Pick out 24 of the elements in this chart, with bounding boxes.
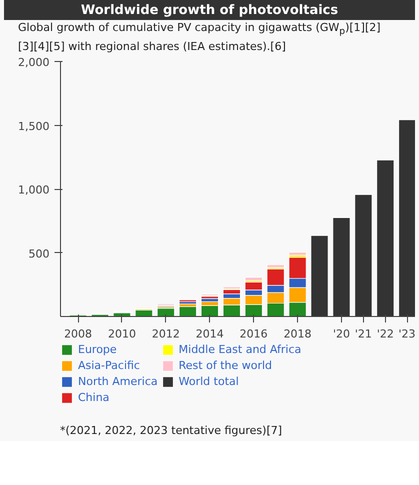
x-tick-label: 2016: [240, 328, 268, 340]
legend-label: Rest of the world: [178, 359, 272, 372]
x-tick-label: 2010: [108, 328, 136, 340]
y-tick-label: 1,000: [18, 184, 50, 196]
legend-label: North America: [78, 375, 158, 388]
legend-label: World total: [178, 375, 239, 388]
legend-label: Asia-Pacific: [78, 359, 140, 372]
chart-title: Worldwide growth of photovoltaics: [80, 2, 338, 20]
legend-label: Middle East and Africa: [178, 343, 302, 356]
text: *(2021, 2022, 2023 tentative figures)[7]: [60, 423, 282, 439]
x-tick-label: '23: [398, 328, 416, 340]
legend-label: China: [78, 391, 110, 404]
x-tick-label: 2008: [64, 328, 92, 340]
x-tick-label: 2018: [284, 328, 312, 340]
y-tick-label: 1,500: [18, 120, 50, 133]
y-tick-label: 500: [28, 247, 50, 260]
x-tick-label: '22: [376, 328, 394, 340]
legend-label: Europe: [78, 343, 117, 356]
x-tick-label: '20: [332, 328, 350, 340]
y-tick-label: 2,000: [18, 56, 50, 69]
x-tick-label: 2014: [196, 328, 224, 340]
x-tick-label: '21: [354, 328, 372, 340]
text: Global growth of cumulative PV capacity in gigawatts (GW$_{p}$)[1][2][3][4][5] with regional shares (IEA estimates).[6]: [18, 21, 381, 54]
x-tick-label: 2012: [152, 328, 180, 340]
